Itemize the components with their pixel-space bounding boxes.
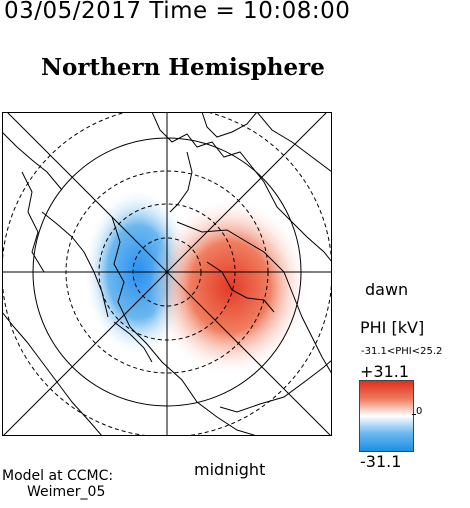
model-credit: Model at CCMC: xyxy=(2,468,114,484)
colorbar-title: PHI [kV] xyxy=(360,318,425,337)
colorbar-zero-label: 0 xyxy=(416,406,423,417)
colorbar-zero-tick xyxy=(412,414,416,415)
colorbar xyxy=(359,380,414,452)
coastlines xyxy=(2,112,332,436)
midnight-label: midnight xyxy=(194,460,266,479)
colorbar-max-label: +31.1 xyxy=(360,362,410,381)
polar-map-svg xyxy=(2,112,332,436)
colorbar-range: -31.1<PHI<25.2 xyxy=(361,346,443,357)
date-time-header: 03/05/2017 Time = 10:08:00 xyxy=(4,0,351,24)
colorbar-min-label: -31.1 xyxy=(360,452,402,471)
meridian-line xyxy=(6,112,332,436)
polar-map xyxy=(2,112,332,436)
dawn-label: dawn xyxy=(365,280,409,299)
model-name: Weimer_05 xyxy=(27,484,106,500)
hemisphere-title: Northern Hemisphere xyxy=(41,54,325,81)
